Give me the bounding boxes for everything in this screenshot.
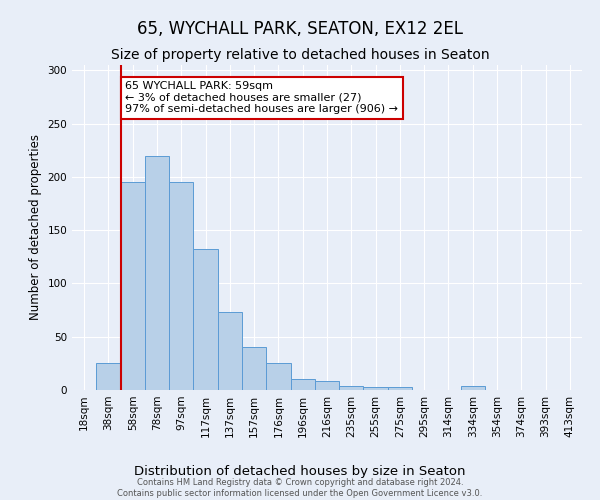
Bar	[218, 312, 242, 390]
Bar	[339, 386, 364, 390]
Bar	[388, 387, 412, 390]
Text: 65 WYCHALL PARK: 59sqm
← 3% of detached houses are smaller (27)
97% of semi-deta: 65 WYCHALL PARK: 59sqm ← 3% of detached …	[125, 81, 398, 114]
Bar	[96, 364, 121, 390]
Text: Size of property relative to detached houses in Seaton: Size of property relative to detached ho…	[110, 48, 490, 62]
Text: Contains HM Land Registry data © Crown copyright and database right 2024.
Contai: Contains HM Land Registry data © Crown c…	[118, 478, 482, 498]
Bar	[315, 382, 339, 390]
Bar	[242, 348, 266, 390]
Text: Distribution of detached houses by size in Seaton: Distribution of detached houses by size …	[134, 464, 466, 477]
Text: 65, WYCHALL PARK, SEATON, EX12 2EL: 65, WYCHALL PARK, SEATON, EX12 2EL	[137, 20, 463, 38]
Bar	[266, 364, 290, 390]
Bar	[461, 386, 485, 390]
Bar	[145, 156, 169, 390]
Bar	[169, 182, 193, 390]
Y-axis label: Number of detached properties: Number of detached properties	[29, 134, 42, 320]
Bar	[290, 380, 315, 390]
Bar	[193, 250, 218, 390]
Bar	[364, 387, 388, 390]
Bar	[121, 182, 145, 390]
